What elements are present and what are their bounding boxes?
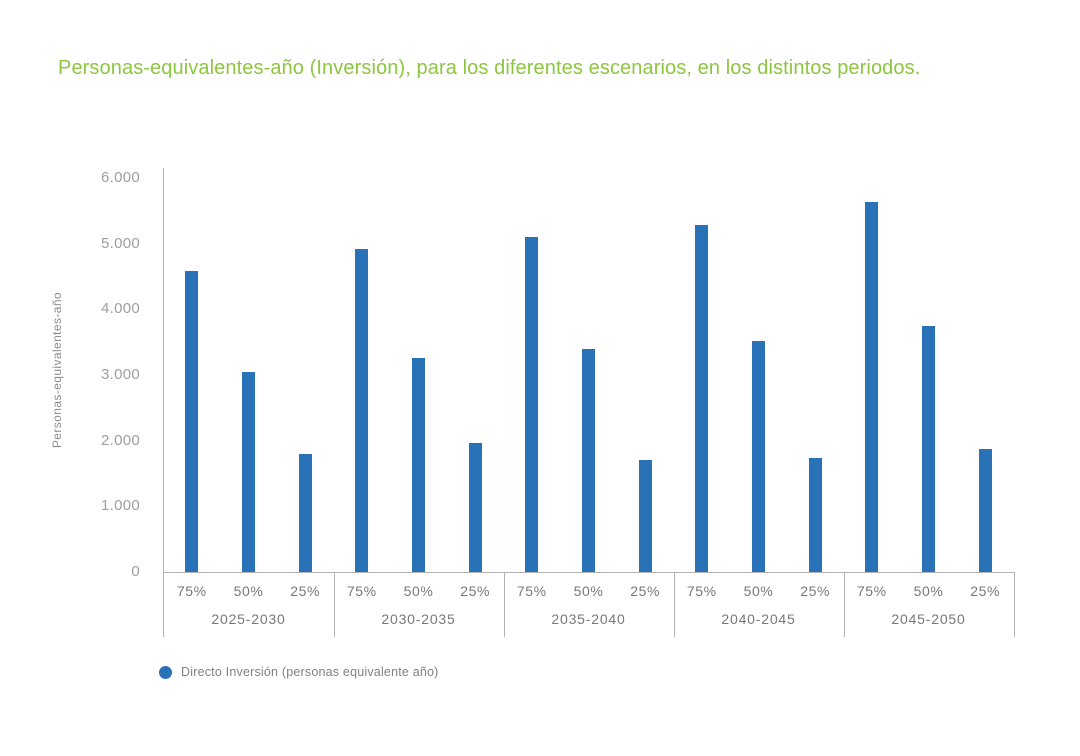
group-divider bbox=[1013, 572, 1015, 637]
bar-2040-2045-25% bbox=[808, 458, 822, 572]
y-tick-label: 6.000 bbox=[100, 169, 140, 186]
bar-2025-2030-75% bbox=[185, 270, 199, 572]
y-tick-label: 3.000 bbox=[100, 366, 140, 383]
scenario-label: 50% bbox=[573, 583, 604, 599]
scenario-label: 25% bbox=[290, 583, 321, 599]
bar-group-2035-2040 bbox=[504, 168, 674, 572]
scenario-labels-2045-2050: 75% 50% 25% bbox=[844, 583, 1014, 599]
bar-2030-2035-75% bbox=[355, 248, 369, 572]
scenario-labels-2025-2030: 75% 50% 25% bbox=[164, 583, 334, 599]
bar-2035-2040-25% bbox=[638, 459, 652, 572]
scenario-label: 25% bbox=[800, 583, 831, 599]
period-label-2040-2045: 2040-2045 bbox=[721, 611, 796, 627]
period-label-2030-2035: 2030-2035 bbox=[381, 611, 456, 627]
scenario-label: 75% bbox=[346, 583, 377, 599]
bar-group-2040-2045 bbox=[674, 168, 844, 572]
chart-title: Personas-equivalentes-año (Inversión), p… bbox=[58, 57, 921, 79]
scenario-labels-2035-2040: 75% 50% 25% bbox=[504, 583, 674, 599]
bar-2025-2030-25% bbox=[298, 453, 312, 572]
scenario-label: 50% bbox=[403, 583, 434, 599]
bar-2035-2040-50% bbox=[581, 348, 595, 572]
bar-2030-2035-25% bbox=[468, 443, 482, 572]
legend: Directo Inversión (personas equivalente … bbox=[159, 665, 439, 679]
group-divider bbox=[503, 572, 505, 637]
legend-marker-icon bbox=[159, 665, 172, 679]
bar-2045-2050-25% bbox=[978, 449, 992, 572]
scenario-label: 75% bbox=[516, 583, 547, 599]
scenario-label: 50% bbox=[913, 583, 944, 599]
scenario-label: 75% bbox=[176, 583, 207, 599]
bar-2035-2040-75% bbox=[525, 237, 539, 572]
y-tick-label: 4.000 bbox=[100, 300, 140, 318]
bar-2030-2035-50% bbox=[411, 357, 425, 572]
bar-group-2025-2030 bbox=[164, 168, 334, 572]
y-tick-label: 1.000 bbox=[100, 497, 140, 515]
bar-2040-2045-75% bbox=[695, 225, 709, 572]
scenario-labels-2040-2045: 75% 50% 25% bbox=[674, 583, 844, 599]
scenario-label: 50% bbox=[233, 583, 264, 599]
scenario-label: 25% bbox=[630, 583, 661, 599]
scenario-label: 75% bbox=[686, 583, 717, 599]
bar-2045-2050-75% bbox=[865, 201, 879, 572]
y-tick-label: 2.000 bbox=[100, 431, 140, 449]
bar-group-2030-2035 bbox=[334, 168, 504, 572]
scenario-labels-2030-2035: 75% 50% 25% bbox=[334, 583, 504, 599]
scenario-label: 25% bbox=[460, 583, 491, 599]
group-divider bbox=[673, 572, 675, 637]
period-label-2025-2030: 2025-2030 bbox=[211, 611, 286, 627]
group-divider bbox=[333, 572, 335, 637]
scenario-label: 50% bbox=[743, 583, 774, 599]
y-tick-label: 0 bbox=[131, 563, 140, 580]
period-label-2045-2050: 2045-2050 bbox=[891, 611, 966, 627]
x-axis-line bbox=[163, 572, 1014, 573]
bar-2025-2030-50% bbox=[241, 372, 255, 572]
period-label-2035-2040: 2035-2040 bbox=[551, 611, 626, 627]
legend-label: Directo Inversión (personas equivalente … bbox=[181, 665, 439, 679]
y-tick-label: 5.000 bbox=[100, 234, 140, 252]
bar-2040-2045-50% bbox=[751, 340, 765, 572]
group-divider bbox=[843, 572, 845, 637]
scenario-label: 25% bbox=[970, 583, 1001, 599]
bar-group-2045-2050 bbox=[844, 168, 1014, 572]
y-axis-line bbox=[163, 168, 164, 637]
bar-2045-2050-50% bbox=[921, 325, 935, 572]
scenario-label: 75% bbox=[856, 583, 887, 599]
